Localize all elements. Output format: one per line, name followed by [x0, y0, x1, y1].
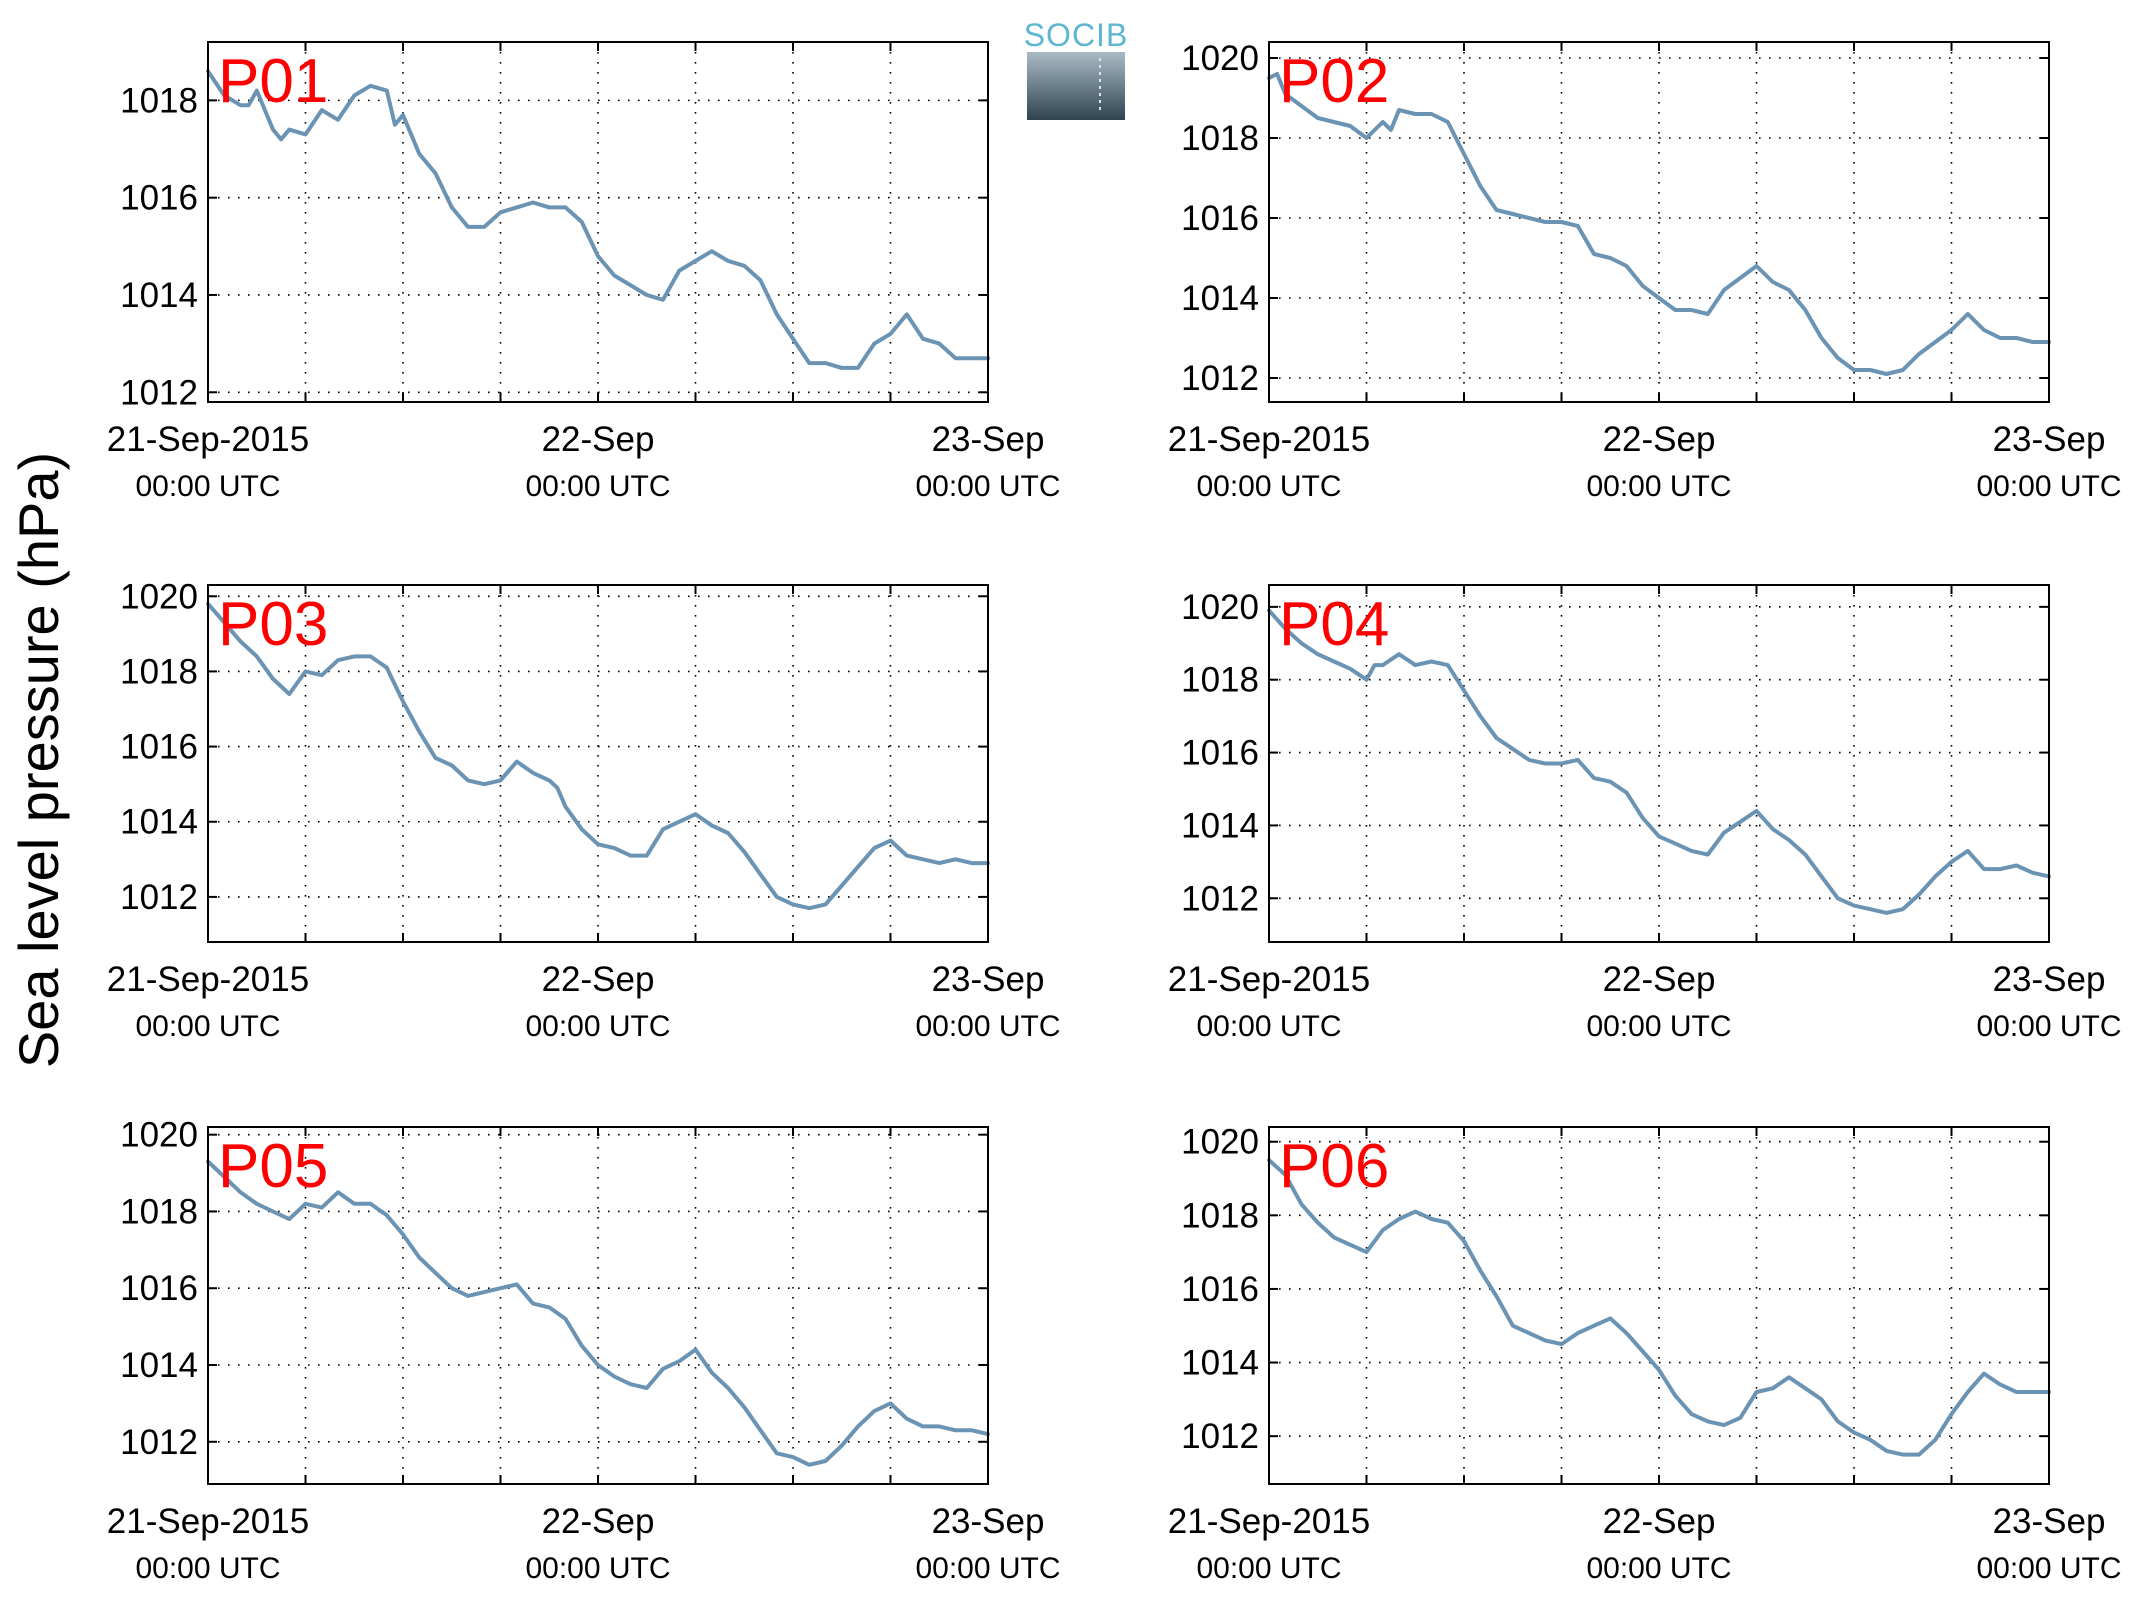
panel-label-p03: P03: [218, 590, 328, 659]
y-tick-label: 1014: [120, 276, 198, 315]
x-tick-label: 22-Sep: [542, 960, 655, 999]
chart-panel-p05: 1012 1014 1016 1018 1020 21-Sep-2015 00:00 UTC…: [107, 1116, 1061, 1585]
x-tick-label: 23-Sep: [932, 420, 1045, 459]
x-tick-sublabel: 00:00 UTC: [915, 1010, 1060, 1043]
x-tick-sublabel: 00:00 UTC: [135, 1552, 280, 1585]
y-tick-label: 1018: [120, 652, 198, 691]
x-tick-label: 21-Sep-2015: [107, 1502, 309, 1541]
y-tick-label: 1016: [1181, 199, 1259, 238]
x-tick-label: 23-Sep: [932, 1502, 1045, 1541]
x-tick-label: 21-Sep-2015: [107, 960, 309, 999]
panel-label-p02: P02: [1279, 47, 1389, 116]
y-tick-label: 1014: [120, 803, 198, 842]
x-tick-label: 21-Sep-2015: [1168, 1502, 1370, 1541]
y-tick-label: 1016: [120, 179, 198, 218]
y-tick-label: 1012: [120, 878, 198, 917]
x-tick-sublabel: 00:00 UTC: [1196, 470, 1341, 503]
chart-panel-p02: 1012 1014 1016 1018 1020 21-Sep-2015 00:00 UTC…: [1168, 39, 2122, 503]
x-tick-sublabel: 00:00 UTC: [1976, 470, 2121, 503]
y-tick-label: 1018: [1181, 1196, 1259, 1235]
chart-panel-p01: 1012 1014 1016 1018 21-Sep-2015 00:00 UTC 22-S…: [107, 41, 1061, 503]
chart-panels: 1012 1014 1016 1018 21-Sep-2015 00:00 UTC 22-S…: [107, 39, 2122, 1585]
y-tick-label: 1012: [120, 373, 198, 412]
x-tick-sublabel: 00:00 UTC: [135, 1010, 280, 1043]
y-tick-label: 1016: [1181, 734, 1259, 773]
x-tick-sublabel: 00:00 UTC: [1586, 1552, 1731, 1585]
x-tick-sublabel: 00:00 UTC: [1586, 1010, 1731, 1043]
y-tick-label: 1012: [120, 1423, 198, 1462]
series-line: [1267, 1158, 2051, 1457]
x-tick-sublabel: 00:00 UTC: [525, 1010, 670, 1043]
x-tick-sublabel: 00:00 UTC: [915, 470, 1060, 503]
x-tick-sublabel: 00:00 UTC: [1196, 1552, 1341, 1585]
y-tick-label: 1020: [1181, 1123, 1259, 1162]
x-tick-label: 22-Sep: [1603, 420, 1716, 459]
y-tick-label: 1018: [1181, 119, 1259, 158]
chart-panel-p06: 1012 1014 1016 1018 1020 21-Sep-2015 00:00 UTC…: [1168, 1123, 2122, 1585]
series-line: [206, 1159, 990, 1467]
x-tick-sublabel: 00:00 UTC: [135, 470, 280, 503]
x-tick-label: 21-Sep-2015: [1168, 420, 1370, 459]
series-line: [1267, 608, 2051, 915]
panel-label-p01: P01: [218, 47, 328, 116]
y-tick-label: 1012: [1181, 1417, 1259, 1456]
y-tick-label: 1020: [120, 577, 198, 616]
y-tick-label: 1020: [1181, 39, 1259, 78]
x-tick-label: 22-Sep: [1603, 960, 1716, 999]
y-tick-label: 1014: [1181, 806, 1259, 845]
x-tick-sublabel: 00:00 UTC: [525, 470, 670, 503]
x-tick-sublabel: 00:00 UTC: [1976, 1552, 2121, 1585]
socib-logo-block: [1027, 52, 1125, 120]
socib-logo: SOCIB: [1024, 17, 1129, 120]
x-tick-label: 21-Sep-2015: [1168, 960, 1370, 999]
series-line: [1267, 72, 2051, 376]
chart-panel-p03: 1012 1014 1016 1018 1020 21-Sep-2015 00:00 UTC…: [107, 577, 1061, 1043]
y-tick-label: 1016: [1181, 1270, 1259, 1309]
panel-label-p06: P06: [1279, 1132, 1389, 1201]
panel-label-p05: P05: [218, 1132, 328, 1201]
y-tick-label: 1018: [120, 81, 198, 120]
x-tick-sublabel: 00:00 UTC: [1976, 1010, 2121, 1043]
y-tick-label: 1014: [1181, 279, 1259, 318]
x-tick-label: 23-Sep: [1993, 960, 2106, 999]
series-line: [206, 69, 990, 370]
x-tick-label: 22-Sep: [542, 420, 655, 459]
x-tick-sublabel: 00:00 UTC: [1586, 470, 1731, 503]
series-line: [206, 601, 990, 911]
x-tick-label: 23-Sep: [1993, 1502, 2106, 1541]
x-tick-label: 22-Sep: [1603, 1502, 1716, 1541]
x-tick-label: 21-Sep-2015: [107, 420, 309, 459]
y-tick-label: 1014: [1181, 1344, 1259, 1383]
y-tick-label: 1016: [120, 1269, 198, 1308]
y-tick-label: 1016: [120, 728, 198, 767]
x-tick-sublabel: 00:00 UTC: [1196, 1010, 1341, 1043]
x-tick-sublabel: 00:00 UTC: [915, 1552, 1060, 1585]
x-tick-label: 23-Sep: [932, 960, 1045, 999]
x-tick-label: 23-Sep: [1993, 420, 2106, 459]
x-tick-label: 22-Sep: [542, 1502, 655, 1541]
panel-label-p04: P04: [1279, 590, 1389, 659]
y-tick-label: 1012: [1181, 359, 1259, 398]
y-axis-label: Sea level pressure (hPa): [7, 452, 70, 1068]
y-tick-label: 1012: [1181, 879, 1259, 918]
socib-logo-text: SOCIB: [1024, 17, 1129, 53]
y-tick-label: 1020: [120, 1116, 198, 1155]
y-tick-label: 1014: [120, 1346, 198, 1385]
y-tick-label: 1020: [1181, 588, 1259, 627]
chart-panel-p04: 1012 1014 1016 1018 1020 21-Sep-2015 00:00 UTC…: [1168, 584, 2122, 1043]
y-tick-label: 1018: [1181, 661, 1259, 700]
y-tick-label: 1018: [120, 1192, 198, 1231]
x-tick-sublabel: 00:00 UTC: [525, 1552, 670, 1585]
